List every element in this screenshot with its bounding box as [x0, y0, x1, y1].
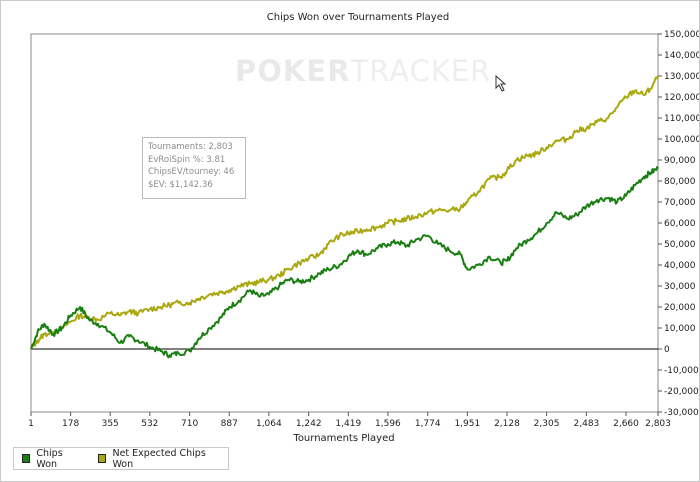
y-tick-label: 50,000 [664, 240, 696, 250]
legend: Chips Won Net Expected Chips Won [13, 447, 229, 470]
y-tick-label: 140,000 [664, 51, 699, 61]
y-tick-label: 60,000 [664, 219, 696, 229]
y-tick-label: 110,000 [664, 114, 699, 124]
y-tick-label: 120,000 [664, 93, 699, 103]
y-tick-label: 70,000 [664, 198, 696, 208]
series-layer [30, 75, 659, 359]
x-tick-label: 2,305 [534, 419, 560, 429]
x-tick-label: 2,128 [494, 419, 520, 429]
y-tick-label: 80,000 [664, 177, 696, 187]
x-tick-label: 2,483 [574, 419, 600, 429]
y-tick-label: -30,000 [664, 408, 699, 418]
y-tick-label: 100,000 [664, 135, 699, 145]
y-tick-label: 130,000 [664, 72, 699, 82]
x-axis-label: Tournaments Played [292, 433, 394, 444]
tooltip-line-tournaments: Tournaments: 2,803 [148, 142, 233, 152]
x-tick-label: 178 [62, 419, 79, 429]
y-tick-label: 0 [664, 345, 670, 355]
tooltip-line-chipsev: ChipsEV/tourney: 46 [148, 167, 235, 177]
y-tick-label: 90,000 [664, 156, 696, 166]
watermark-part-1: PO [235, 54, 283, 88]
x-tick-label: 532 [141, 419, 158, 429]
x-tick-label: 1,419 [335, 419, 361, 429]
y-axis: 150,000 140,000 130,000 120,000 110,000 100,0… [658, 30, 699, 418]
x-tick-label: 1,064 [256, 419, 282, 429]
x-tick-label: 1 [28, 419, 34, 429]
y-tick-label: 150,000 [664, 30, 699, 40]
watermark-part-2: KER [283, 54, 351, 88]
x-tick-label: 355 [102, 419, 119, 429]
x-tick-label: 1,242 [296, 419, 322, 429]
plot-area [30, 33, 659, 413]
series-line-chips-won [30, 166, 659, 359]
legend-swatch-chips-won [22, 454, 31, 463]
x-tick-label: 2,660 [613, 419, 639, 429]
watermark-part-3: TRACKER [350, 54, 492, 88]
legend-label-net-expected: Net Expected Chips Won [112, 447, 206, 470]
tooltip-line-sev: $EV: $1,142.36 [148, 179, 213, 190]
watermark: POKERTRACKER [235, 54, 491, 88]
y-tick-label: 20,000 [664, 303, 696, 313]
x-tick-label: 1,951 [454, 419, 480, 429]
tooltip-box: Tournaments: 2,803 EvRoiSpin %: 3.81 Chi… [142, 137, 246, 199]
x-tick-label: 710 [181, 419, 198, 429]
legend-swatch-net-expected [98, 454, 107, 463]
x-tick-label: 1,596 [375, 419, 401, 429]
mouse-cursor-icon [495, 75, 507, 92]
tooltip-line-evroispin: EvRoiSpin %: 3.81 [148, 154, 226, 165]
x-tick-label: 1,774 [415, 419, 441, 429]
x-axis: 1 178 355 532 710 887 1,064 1,242 1,419 1,596 1,77… [28, 412, 671, 429]
series-line-net-expected [30, 75, 659, 350]
legend-item-chips-won[interactable]: Chips Won [22, 448, 82, 470]
y-tick-label: -20,000 [664, 387, 699, 397]
legend-item-net-expected[interactable]: Net Expected Chips Won [98, 448, 220, 470]
legend-label-chips-won: Chips Won [36, 447, 63, 470]
x-tick-label: 2,803 [645, 419, 671, 429]
y-tick-label: 10,000 [664, 324, 696, 334]
y-tick-label: -10,000 [664, 366, 699, 376]
y-tick-label: 30,000 [664, 282, 696, 292]
chart-title: Chips Won over Tournaments Played [267, 12, 449, 23]
x-tick-label: 887 [221, 419, 238, 429]
y-tick-label: 40,000 [664, 261, 696, 271]
